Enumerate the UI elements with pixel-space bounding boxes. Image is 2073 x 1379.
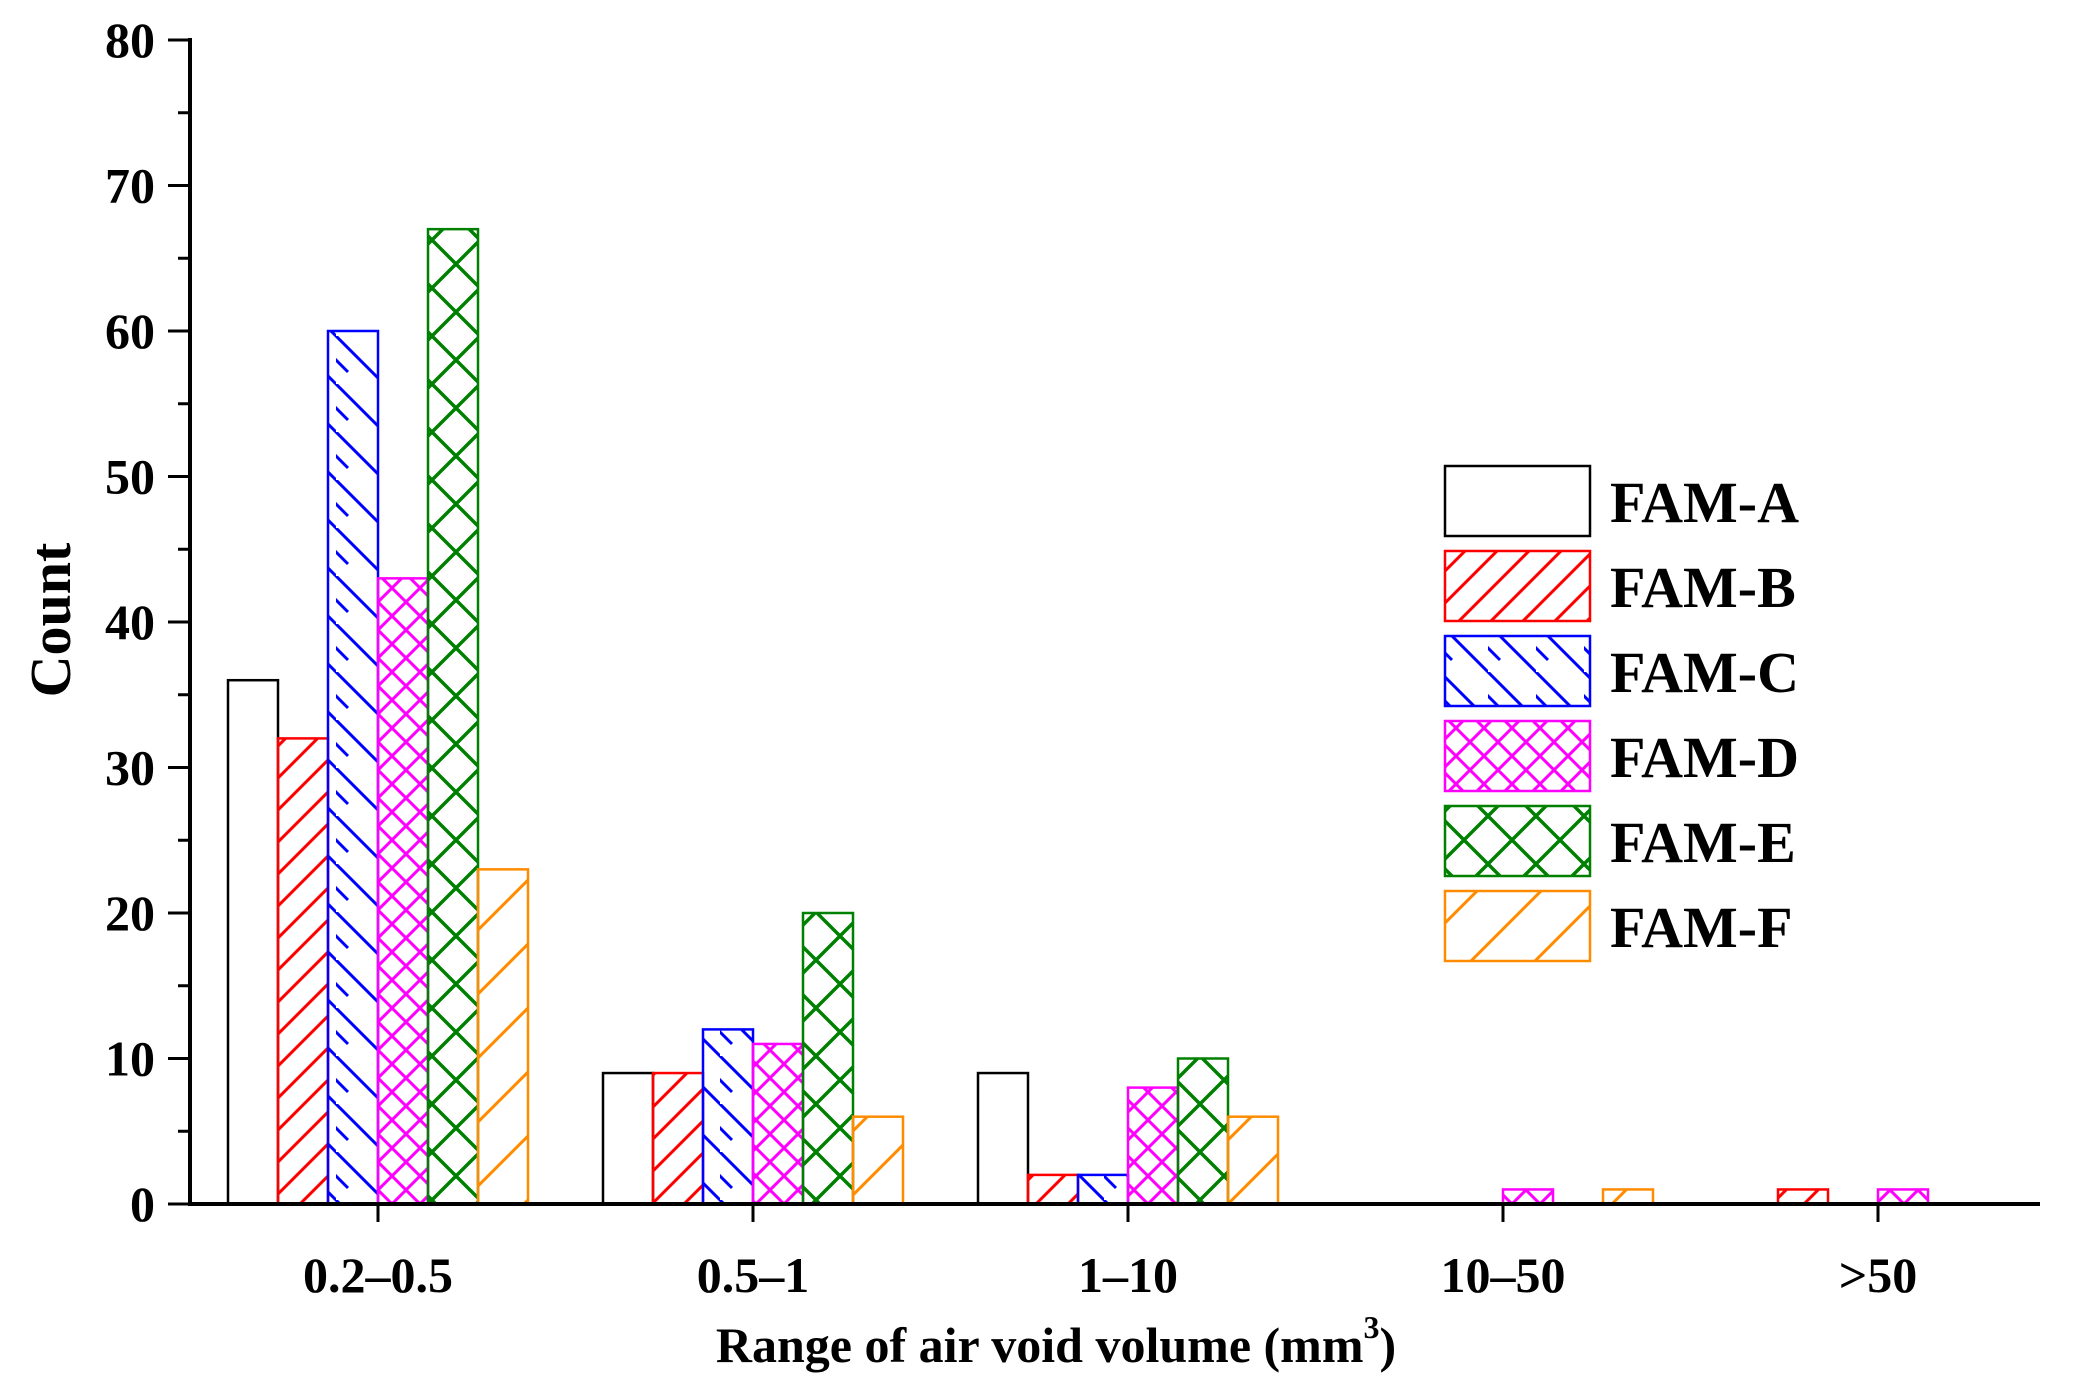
bar-fam-b-3 — [1026, 1173, 1080, 1206]
x-tick-label: 0.2–0.5 — [303, 1247, 453, 1303]
legend-label-fam-d: FAM-D — [1610, 725, 1799, 790]
bar-fam-b-5 — [1776, 1188, 1830, 1206]
bar-fam-f-3 — [1226, 1115, 1280, 1206]
legend-swatch-fam-b — [1443, 549, 1592, 623]
y-tick-label: 40 — [105, 594, 155, 650]
bar-fam-a-1 — [226, 678, 280, 1206]
x-axis-title-close: ) — [1379, 1317, 1396, 1373]
x-tick-label: >50 — [1839, 1247, 1918, 1303]
y-tick-label: 30 — [105, 740, 155, 796]
legend-swatch-fam-f — [1443, 889, 1592, 963]
x-tick-label: 1–10 — [1078, 1247, 1178, 1303]
legend-swatch-fam-e — [1443, 804, 1592, 878]
bar-fam-d-2 — [751, 1042, 805, 1206]
bar-fam-e-2 — [801, 911, 855, 1206]
x-axis-title: Range of air void volume (mm3) — [716, 1309, 1396, 1373]
legend-label-fam-e: FAM-E — [1610, 810, 1796, 875]
bar-fam-f-4 — [1601, 1188, 1655, 1206]
bar-fam-e-1 — [426, 227, 480, 1206]
y-tick-label: 70 — [105, 158, 155, 214]
bar-fam-f-1 — [476, 868, 530, 1206]
x-tick-label: 10–50 — [1441, 1247, 1566, 1303]
bar-fam-a-2 — [601, 1071, 655, 1206]
y-tick-label: 50 — [105, 449, 155, 505]
bar-fam-d-3 — [1126, 1086, 1180, 1206]
y-tick-label: 10 — [105, 1031, 155, 1087]
legend: FAM-A FAM-B FAM-C FAM-D FAM-E FAM-F — [1443, 464, 1799, 963]
bar-fam-b-2 — [651, 1071, 705, 1206]
legend-swatch-fam-d — [1443, 719, 1592, 793]
y-tick-label: 20 — [105, 885, 155, 941]
legend-label-fam-b: FAM-B — [1610, 555, 1796, 620]
y-axis-title: Count — [18, 542, 83, 697]
legend-label-fam-f: FAM-F — [1610, 895, 1793, 960]
legend-swatch-fam-c — [1443, 634, 1592, 708]
bar-fam-d-5 — [1876, 1188, 1930, 1206]
bar-fam-b-1 — [276, 737, 330, 1206]
plot-area-bars — [226, 227, 1930, 1206]
x-axis-ticks: 0.2–0.5 0.5–1 1–10 10–50 >50 — [303, 1204, 1917, 1303]
y-tick-label: 80 — [105, 12, 155, 68]
bar-fam-d-1 — [376, 577, 430, 1206]
bar-fam-c-2 — [701, 1028, 755, 1206]
bar-fam-c-1 — [326, 329, 380, 1206]
y-tick-label: 0 — [130, 1176, 155, 1232]
bar-fam-a-3 — [976, 1071, 1030, 1206]
x-axis-title-main: Range of air void volume (mm — [716, 1317, 1364, 1373]
x-tick-label: 0.5–1 — [697, 1247, 810, 1303]
bar-fam-c-3 — [1076, 1173, 1130, 1206]
legend-label-fam-a: FAM-A — [1610, 470, 1799, 535]
bar-fam-e-3 — [1176, 1057, 1230, 1206]
legend-swatch-fam-a — [1443, 464, 1592, 538]
bar-fam-d-4 — [1501, 1188, 1555, 1206]
y-axis-ticks: 0 10 20 30 40 50 60 70 80 — [105, 12, 190, 1232]
bar-fam-f-2 — [851, 1115, 905, 1206]
y-tick-label: 60 — [105, 303, 155, 359]
x-axis-title-superscript: 3 — [1363, 1309, 1379, 1345]
legend-label-fam-c: FAM-C — [1610, 640, 1799, 705]
